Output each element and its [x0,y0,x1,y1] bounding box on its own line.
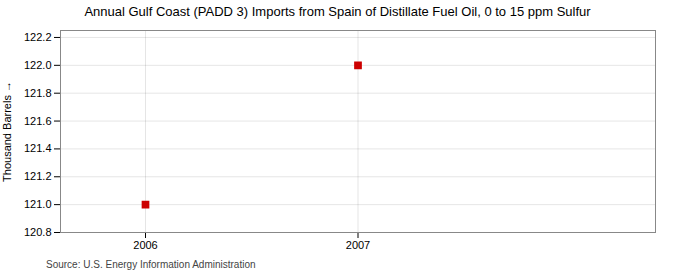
svg-text:121.2: 121.2 [24,170,52,182]
svg-text:121.0: 121.0 [24,198,52,210]
svg-text:121.6: 121.6 [24,115,52,127]
svg-text:2007: 2007 [346,239,370,251]
svg-text:2006: 2006 [133,239,157,251]
html-text:Source: U.S. Energy Informatio: Source: U.S. Energy Information Administ… [46,259,256,270]
svg-text:Thousand Barrels →: Thousand Barrels → [1,81,13,182]
html-text:Annual Gulf Coast (PADD 3) Imp: Annual Gulf Coast (PADD 3) Imports from … [84,4,591,19]
svg-text:122.0: 122.0 [24,59,52,71]
svg-text:120.8: 120.8 [24,226,52,238]
svg-text:122.2: 122.2 [24,31,52,43]
svg-text:121.8: 121.8 [24,87,52,99]
svg-text:121.4: 121.4 [24,142,52,154]
